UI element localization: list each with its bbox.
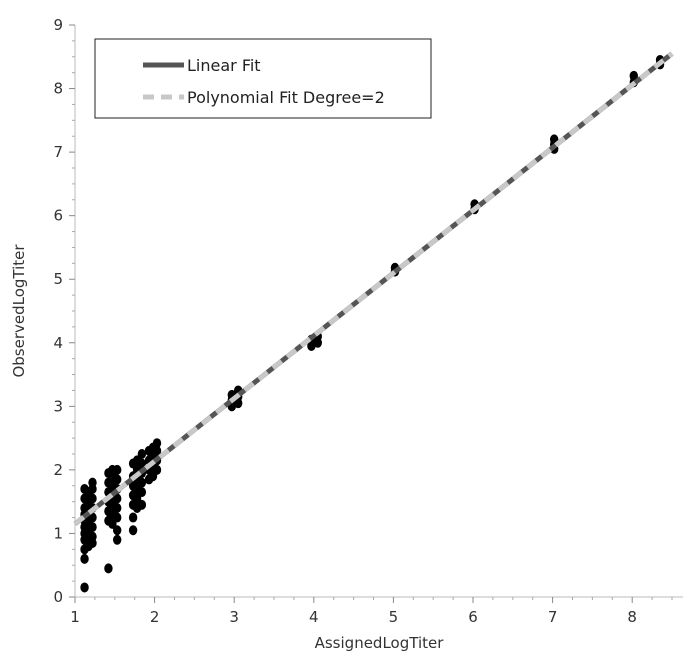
data-point — [80, 553, 89, 564]
y-tick-label: 6 — [53, 207, 63, 225]
data-point — [137, 487, 147, 498]
data-point — [128, 512, 138, 523]
fit-lines — [73, 51, 674, 526]
data-point — [137, 449, 147, 459]
data-point — [137, 477, 147, 488]
x-tick-label: 2 — [150, 608, 160, 626]
y-tick-label: 2 — [53, 461, 63, 479]
data-point — [137, 458, 147, 469]
legend: Linear Fit Polynomial Fit Degree=2 — [94, 38, 432, 119]
x-tick-label: 6 — [468, 608, 478, 626]
data-point — [112, 474, 122, 485]
y-tick-label: 8 — [53, 80, 63, 98]
y-tick-label: 3 — [53, 397, 63, 415]
y-tick-label: 4 — [53, 334, 63, 352]
data-point — [112, 464, 122, 475]
data-point — [88, 531, 97, 542]
data-point — [112, 512, 122, 523]
ticks — [69, 24, 673, 603]
data-point — [132, 493, 142, 504]
data-point — [152, 464, 162, 475]
data-point — [152, 445, 162, 456]
x-tick-label: 8 — [627, 608, 637, 626]
y-tick-label: 1 — [53, 524, 63, 542]
legend-label-polynomial: Polynomial Fit Degree=2 — [187, 88, 385, 107]
x-tick-label: 3 — [229, 608, 239, 626]
y-axis-title: ObservedLogTiter — [10, 244, 28, 378]
y-tick-label: 0 — [53, 588, 63, 606]
data-point — [629, 70, 638, 81]
data-point — [104, 563, 113, 574]
polynomial-fit-line — [73, 51, 674, 526]
data-point — [112, 493, 122, 504]
y-tick-label: 9 — [53, 16, 63, 34]
data-point — [88, 512, 97, 523]
data-points — [80, 54, 665, 593]
data-point — [88, 493, 97, 504]
x-tick-label: 5 — [389, 608, 399, 626]
x-tick-label: 7 — [548, 608, 558, 626]
y-tick-label: 5 — [53, 270, 63, 288]
legend-box — [94, 38, 432, 119]
data-point — [112, 503, 122, 514]
data-point — [108, 518, 117, 529]
legend-label-linear: Linear Fit — [187, 56, 261, 75]
x-axis-title: AssignedLogTiter — [315, 634, 445, 652]
data-point — [80, 582, 89, 593]
x-tick-label: 1 — [70, 608, 80, 626]
data-point — [128, 525, 138, 536]
data-point — [88, 522, 97, 533]
data-point — [137, 499, 147, 510]
x-tick-label: 4 — [309, 608, 319, 626]
data-point — [112, 534, 122, 545]
y-tick-label: 7 — [53, 143, 63, 161]
data-point — [152, 438, 162, 449]
data-point — [88, 477, 97, 488]
data-point — [112, 525, 122, 536]
